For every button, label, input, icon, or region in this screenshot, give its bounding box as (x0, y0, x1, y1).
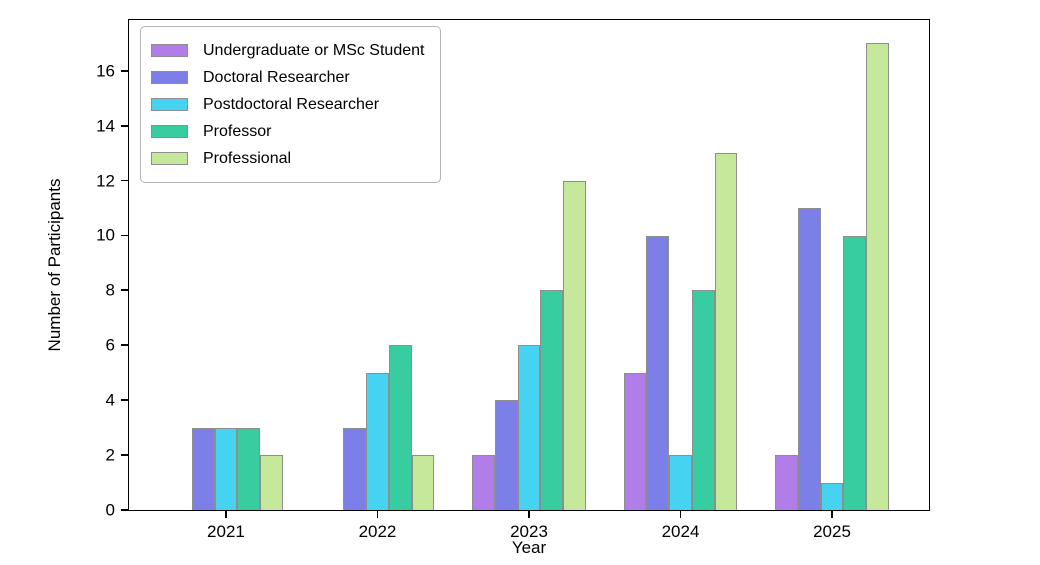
y-tick-mark (121, 399, 128, 402)
x-tick-label: 2021 (207, 522, 245, 541)
legend-swatch (151, 152, 188, 165)
x-tick-mark (679, 511, 682, 518)
y-tick-label: 10 (96, 225, 115, 245)
x-tick-label: 2023 (510, 522, 548, 541)
bar-2022-doctoral-researcher (343, 427, 367, 510)
x-axis-title: Year (511, 538, 547, 557)
x-tick-label: 2022 (358, 522, 397, 541)
y-tick-mark (121, 124, 128, 127)
y-tick-mark (121, 179, 128, 182)
x-tick-mark (225, 511, 227, 518)
bar-2022-professor (388, 345, 412, 510)
legend-item: Undergraduate or MSc Student (151, 37, 424, 64)
bar-2023-professor (540, 290, 564, 510)
bar-2025-undergraduate-or-msc-student (775, 455, 798, 510)
bar-2025-professor (843, 235, 867, 510)
bar-2021-postdoctoral-researcher (214, 427, 238, 510)
bar-2023-professional (563, 180, 586, 510)
y-tick-label: 8 (105, 280, 115, 300)
legend-swatch (151, 98, 188, 111)
bar-2025-doctoral-researcher (797, 208, 821, 510)
legend-swatch (151, 125, 188, 138)
bar-2023-postdoctoral-researcher (517, 345, 541, 510)
legend-swatch (151, 44, 188, 57)
legend-swatch (151, 71, 188, 84)
legend-label: Professional (203, 149, 292, 167)
legend-item: Postdoctoral Researcher (151, 91, 424, 118)
y-tick-label: 14 (96, 116, 115, 136)
y-tick-mark (121, 454, 128, 456)
plot-area: 0 2 4 6 8 10 12 14 16 2021 2022 2023 2024 2025 Underg… (96, 19, 930, 540)
bar-2025-postdoctoral-researcher (820, 482, 844, 510)
y-tick-label: 4 (105, 390, 115, 410)
bar-2025-professional (866, 43, 889, 510)
bar-2022-professional (411, 455, 435, 510)
legend-label: Undergraduate or MSc Student (203, 41, 425, 59)
bar-2021-professional (260, 455, 283, 510)
legend-label: Professor (203, 122, 272, 140)
bar-2021-professor (237, 427, 261, 510)
x-tick-mark (528, 511, 530, 518)
legend-label: Postdoctoral Researcher (203, 95, 380, 113)
y-tick-mark (121, 69, 128, 72)
legend-item: Doctoral Researcher (151, 64, 424, 91)
x-tick-label: 2025 (813, 522, 851, 541)
x-tick-mark (376, 511, 379, 518)
y-tick-mark (121, 234, 128, 237)
legend-item: Professor (151, 118, 424, 145)
y-tick-mark (121, 289, 128, 292)
y-tick-label: 12 (96, 171, 115, 191)
y-tick-label: 0 (105, 500, 115, 520)
legend: Undergraduate or MSc Student Doctoral Res… (140, 26, 442, 183)
bar-2024-professor (691, 290, 715, 510)
x-tick-label: 2024 (661, 522, 700, 541)
bar-2024-postdoctoral-researcher (669, 455, 692, 510)
y-tick-label: 6 (105, 335, 115, 355)
y-tick-label: 16 (96, 61, 115, 81)
y-tick-mark (121, 344, 128, 347)
bar-2024-doctoral-researcher (646, 235, 670, 510)
y-axis-title: Number of Participants (45, 178, 64, 352)
bar-2024-professional (714, 153, 738, 510)
bar-2024-undergraduate-or-msc-student (623, 372, 647, 510)
bar-2021-doctoral-researcher (191, 427, 215, 510)
legend-item: Professional (151, 145, 424, 172)
legend-label: Doctoral Researcher (203, 68, 350, 86)
bar-2022-postdoctoral-researcher (366, 372, 389, 510)
x-tick-mark (831, 511, 833, 518)
bar-2023-undergraduate-or-msc-student (472, 455, 495, 510)
y-tick-mark (121, 509, 128, 511)
y-tick-label: 2 (105, 445, 115, 465)
bar-2023-doctoral-researcher (494, 400, 518, 510)
